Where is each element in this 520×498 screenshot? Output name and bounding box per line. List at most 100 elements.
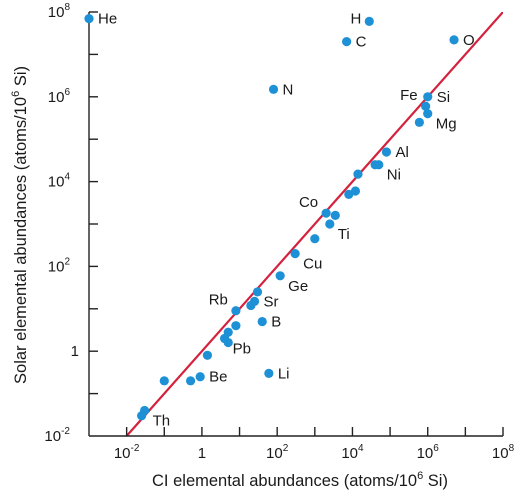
x-tick-label-exp: 2	[283, 443, 289, 454]
y-axis-label-exp: 6	[10, 91, 22, 97]
y-axis-label-end: Si)	[12, 66, 30, 91]
point-label-h: H	[350, 10, 361, 27]
reference-line	[125, 12, 503, 436]
x-axis-label-exp: 6	[417, 470, 423, 482]
x-tick-label-exp: 8	[509, 443, 515, 454]
point-label-pb: Pb	[233, 340, 251, 357]
data-point	[330, 210, 340, 220]
y-tick-label-base: 10	[48, 174, 65, 191]
x-tick-label: 104	[341, 443, 364, 462]
point-label-li: Li	[278, 365, 290, 382]
x-tick-label-base: 10	[417, 445, 434, 462]
point-label-ti: Ti	[338, 226, 350, 243]
data-point-mg	[423, 109, 433, 119]
x-tick-label-base: 10	[114, 445, 131, 462]
data-point-si	[423, 92, 433, 102]
y-tick-label-base: 10	[48, 258, 65, 275]
data-point-h	[364, 16, 374, 27]
data-point-rb	[231, 306, 241, 316]
data-point	[353, 169, 363, 179]
point-label-rb: Rb	[209, 292, 228, 309]
data-point-pb	[219, 333, 230, 344]
y-tick-label-base: 1	[71, 343, 79, 360]
y-tick-label-exp: 8	[64, 2, 70, 13]
data-point	[414, 117, 424, 127]
data-point-be	[195, 372, 205, 382]
point-label-o: O	[463, 32, 475, 49]
data-points	[84, 13, 459, 421]
y-tick-label-exp: 2	[64, 256, 70, 267]
data-point-b	[257, 316, 267, 327]
x-tick-label-exp: -2	[131, 443, 140, 454]
x-tick-label: 102	[266, 443, 289, 462]
point-label-sr: Sr	[264, 293, 279, 310]
y-tick-label-exp: 6	[64, 87, 70, 98]
data-point-ti	[325, 219, 335, 229]
data-point-o	[449, 35, 459, 45]
data-point	[252, 287, 263, 297]
y-tick-label: 102	[48, 256, 71, 275]
y-tick-label: 1	[71, 343, 79, 360]
point-label-co: Co	[299, 194, 318, 211]
y-tick-label-base: 10	[44, 428, 61, 445]
point-label-c: C	[356, 34, 367, 51]
data-point-c	[342, 37, 352, 47]
point-label-si: Si	[437, 89, 450, 106]
y-tick-label-exp: -2	[61, 426, 70, 437]
data-point-li	[264, 368, 274, 378]
x-axis-label-end: Si)	[423, 472, 448, 490]
point-label-th: Th	[153, 412, 171, 429]
data-point	[159, 376, 169, 386]
x-tick-label-base: 10	[341, 445, 358, 462]
data-point	[202, 350, 213, 360]
data-point-fe	[421, 101, 431, 111]
x-tick-label-exp: 4	[358, 443, 364, 454]
point-label-b: B	[271, 314, 281, 331]
y-tick-label-base: 10	[48, 4, 65, 21]
data-point-n	[268, 84, 279, 94]
point-label-ge: Ge	[288, 278, 308, 295]
data-point	[231, 321, 241, 331]
x-tick-label-base: 1	[198, 445, 206, 462]
x-tick-label: 1	[198, 445, 206, 462]
point-label-mg: Mg	[436, 116, 457, 133]
point-label-n: N	[283, 81, 294, 98]
x-tick-label: 108	[492, 443, 515, 462]
x-tick-label-exp: 6	[433, 443, 439, 454]
data-point-ge	[275, 271, 285, 281]
y-tick-label: 106	[48, 87, 71, 106]
y-tick-label-exp: 4	[64, 172, 70, 183]
data-point-ni	[374, 160, 384, 170]
x-tick-label-base: 10	[266, 445, 283, 462]
y-tick-label: 104	[48, 172, 71, 191]
y-tick-label: 10-2	[44, 426, 70, 445]
x-axis-label: CI elemental abundances (atoms/106 Si)	[152, 470, 448, 490]
x-tick-label: 10-2	[114, 443, 140, 462]
data-point-th	[139, 405, 150, 416]
data-point-al	[381, 147, 392, 157]
data-point	[185, 376, 196, 386]
data-point-cu	[290, 249, 300, 259]
point-label-al: Al	[395, 144, 408, 161]
point-label-cu: Cu	[303, 256, 322, 273]
point-label-he: He	[98, 11, 117, 28]
data-point-he	[84, 13, 94, 24]
x-tick-label-base: 10	[492, 445, 509, 462]
y-axis-label-main: Solar elemental abundances (atoms/10	[12, 97, 30, 384]
point-label-fe: Fe	[400, 87, 418, 104]
data-point-co	[321, 208, 331, 218]
point-label-be: Be	[209, 369, 227, 386]
point-labels: He HC O N Fe Si Mg Al Ni Co Ti Cu Ge Rb Sr B Pb Be Li Th	[98, 10, 475, 429]
point-label-ni: Ni	[387, 167, 401, 184]
data-point	[350, 186, 361, 196]
x-tick-label: 106	[417, 443, 440, 462]
y-tick-label: 108	[48, 2, 71, 21]
data-point	[310, 234, 320, 244]
x-axis-label-main: CI elemental abundances (atoms/10	[152, 472, 417, 490]
data-point-sr	[249, 296, 260, 306]
y-tick-label-base: 10	[48, 89, 65, 106]
reference-line-layer	[125, 12, 503, 436]
y-axis-label: Solar elemental abundances (atoms/106 Si…	[10, 66, 30, 384]
